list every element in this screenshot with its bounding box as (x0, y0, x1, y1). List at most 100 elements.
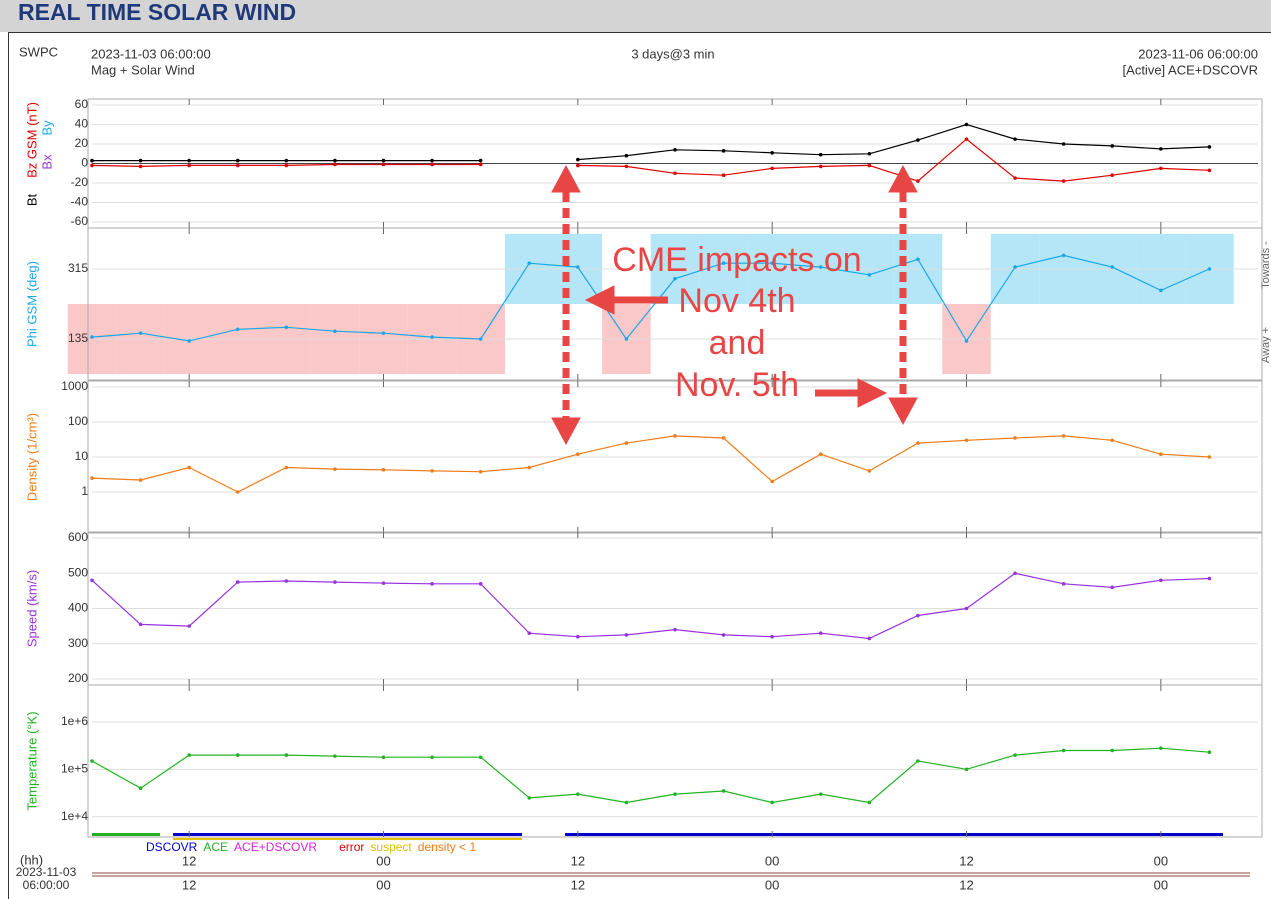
data-point (916, 257, 920, 262)
source-legend: suspect (370, 840, 412, 854)
data-point (90, 158, 94, 163)
y-tick-label: 1000 (61, 379, 88, 393)
data-point (770, 479, 774, 484)
data-point (964, 122, 969, 127)
data-point (818, 164, 823, 169)
data-line (91, 254, 1210, 343)
data-point (333, 329, 337, 334)
data-point (1013, 265, 1017, 269)
data-line (91, 435, 1210, 493)
data-point (818, 792, 823, 796)
y-tick-label: 60 (75, 97, 89, 111)
y-tick-label: 100 (68, 414, 88, 428)
y-tick-label: 200 (68, 671, 88, 685)
data-point (1013, 176, 1017, 180)
data-point (235, 158, 240, 163)
data-point (964, 438, 969, 443)
data-point (430, 158, 434, 163)
data-point (235, 753, 240, 757)
data-point (964, 606, 969, 611)
data-point (381, 158, 386, 163)
data-point (673, 627, 677, 632)
annotation: CME impacts on (612, 241, 861, 279)
subtitle: Mag + Solar Wind (91, 62, 195, 77)
data-point (1110, 438, 1115, 443)
data-point (964, 339, 969, 343)
data-point (90, 335, 94, 339)
x-tick-label: 12 (571, 853, 585, 868)
data-point (867, 636, 872, 641)
plot-frame (87, 684, 1263, 838)
y-axis-label: Phi GSM (deg) (24, 261, 39, 347)
data-point (1013, 753, 1017, 757)
page-title: REAL TIME SOLAR WIND (18, 0, 296, 25)
data-point (1159, 166, 1163, 171)
data-point (721, 436, 726, 440)
data-point (576, 452, 580, 457)
y-tick-label: -20 (71, 175, 89, 189)
data-point (430, 335, 434, 339)
x-tick-label: 12 (182, 877, 196, 892)
x-tick-label: 00 (376, 877, 390, 892)
data-point (818, 265, 823, 269)
data-point (673, 171, 677, 176)
data-point (964, 137, 969, 141)
legend-label: Bz GSM (nT) (24, 102, 39, 178)
data-point (576, 634, 580, 639)
data-point (478, 582, 483, 586)
data-line (91, 747, 1210, 804)
data-point (381, 331, 386, 335)
annotation-arrows (551, 164, 918, 446)
data-point (284, 158, 289, 163)
data-point (138, 478, 143, 482)
data-point (90, 578, 94, 583)
data-point (235, 490, 240, 494)
data-point (1159, 578, 1163, 583)
y-tick-label: 400 (68, 601, 88, 615)
data-point (90, 163, 94, 168)
data-point (673, 792, 677, 796)
data-point (1159, 746, 1163, 750)
data-point (770, 150, 774, 155)
data-point (527, 465, 532, 470)
x-tick-label: 12 (959, 877, 973, 892)
y-tick-label: -60 (71, 214, 89, 228)
data-point (478, 469, 483, 474)
side-label: Towards - (1260, 241, 1271, 289)
data-point (721, 789, 726, 793)
annotation: Nov. 5th (675, 366, 799, 404)
y-tick-label: 315 (68, 261, 88, 275)
data-point (381, 162, 386, 167)
data-point (187, 753, 191, 757)
start-time: 2023-11-03 06:00:00 (91, 46, 211, 61)
data-point (90, 476, 94, 480)
data-point (770, 800, 774, 805)
data-point (527, 261, 532, 265)
data-point (187, 163, 191, 168)
y-tick-label: 20 (75, 136, 89, 150)
data-point (624, 633, 629, 637)
arrow-head (551, 417, 581, 446)
data-point (576, 792, 580, 796)
title-bar (0, 0, 1271, 32)
data-point (916, 613, 920, 618)
arrow-head (888, 164, 918, 193)
data-line (91, 572, 1210, 640)
data-point (818, 152, 823, 157)
data-point (138, 164, 143, 169)
data-point (576, 163, 580, 168)
y-tick-label: 135 (68, 331, 88, 345)
annotation: Nov 4th (678, 282, 795, 320)
y-tick-label: 10 (75, 449, 89, 463)
x-tick-label: 12 (959, 853, 973, 868)
data-point (867, 163, 872, 168)
source-bars (92, 833, 1223, 840)
source-bar (92, 833, 160, 836)
x-tick-label: 00 (1154, 877, 1168, 892)
data-point (138, 786, 143, 791)
data-point (867, 800, 872, 805)
data-point (284, 579, 289, 583)
